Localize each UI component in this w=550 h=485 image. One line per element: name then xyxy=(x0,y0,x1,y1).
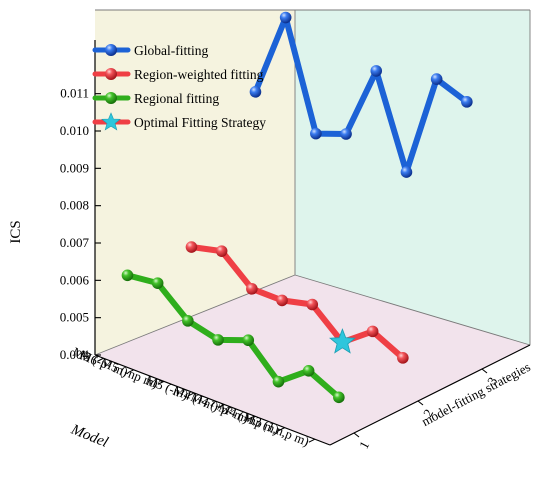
model-tick-mark xyxy=(187,392,195,397)
model-tick-mark xyxy=(308,438,316,443)
legend-label-global: Global-fitting xyxy=(134,43,208,58)
ics-tick-label: 0.009 xyxy=(60,160,89,175)
data-point xyxy=(276,294,288,307)
strategy-tick-mark xyxy=(417,400,424,406)
data-point xyxy=(182,315,194,327)
legend-item-region-weighted: Region-weighted fitting xyxy=(92,67,264,82)
data-point xyxy=(366,325,379,338)
legend-label-region-weighted: Region-weighted fitting xyxy=(134,67,264,82)
legend-item-optimal: Optimal Fitting Strategy xyxy=(92,112,266,131)
data-point xyxy=(272,375,285,388)
data-point xyxy=(461,96,473,108)
data-point xyxy=(121,269,134,282)
ics-tick-label: 0.006 xyxy=(60,272,90,287)
strategy-tick-mark xyxy=(353,432,360,438)
data-point xyxy=(242,334,255,347)
back-right-panel xyxy=(295,10,530,345)
legend-star-icon xyxy=(101,112,121,131)
data-point xyxy=(279,11,292,24)
data-point xyxy=(400,166,413,178)
data-point xyxy=(397,352,409,364)
data-point xyxy=(249,86,262,98)
series-layer xyxy=(121,11,473,404)
data-point xyxy=(333,391,345,404)
strategy-tick-mark xyxy=(481,368,488,374)
data-point xyxy=(370,65,383,77)
data-point xyxy=(430,73,443,85)
legend-item-global: Global-fitting xyxy=(92,43,208,58)
data-point xyxy=(306,298,319,311)
model-axis-line xyxy=(94,354,331,446)
model-tick-mark xyxy=(278,427,285,432)
model-tick-mark xyxy=(97,357,104,362)
data-point xyxy=(302,365,315,377)
ics-tick-label: 0.010 xyxy=(60,123,89,138)
ics-tick-label: 0.008 xyxy=(60,198,89,213)
model-tick-mark xyxy=(248,415,255,420)
ics-tick-label: 0.004 xyxy=(60,347,90,362)
model-tick-label: M6 xyxy=(78,347,101,368)
data-point xyxy=(246,283,258,295)
model-tick-mark xyxy=(127,369,134,374)
legend-label-regional: Regional fitting xyxy=(134,91,219,106)
model-tick-mark xyxy=(218,404,225,408)
floor-panel xyxy=(95,275,530,445)
series-2 xyxy=(121,269,345,404)
series-line xyxy=(252,14,470,176)
ics-tick-label: 0.011 xyxy=(60,86,89,101)
series-0 xyxy=(249,11,473,178)
ics-axis-title: ICS xyxy=(8,220,24,243)
optimal-star-icon xyxy=(329,328,356,354)
data-point xyxy=(340,128,352,140)
data-point xyxy=(310,127,322,140)
model-axis-title: Model xyxy=(68,421,110,451)
back-left-panel xyxy=(95,10,295,355)
ics-axis-ticks: 0.004 0.005 0.006 0.007 0.008 0.009 0.010 0.011 xyxy=(60,86,101,362)
data-point xyxy=(151,277,164,289)
ics-tick-label: 0.005 xyxy=(60,310,89,325)
data-point xyxy=(185,241,198,253)
data-point xyxy=(215,245,228,257)
legend-item-regional: Regional fitting xyxy=(92,91,219,106)
legend-label-optimal: Optimal Fitting Strategy xyxy=(134,115,266,130)
legend: Global-fitting Region-weighted fitting R… xyxy=(92,43,266,131)
series-1 xyxy=(185,241,409,364)
strategy-tick-label: 1 xyxy=(356,438,372,451)
model-tick-mark xyxy=(157,380,165,385)
ics-tick-label: 0.007 xyxy=(60,235,90,250)
strategy-axis-line xyxy=(329,344,531,446)
data-point xyxy=(212,334,224,346)
